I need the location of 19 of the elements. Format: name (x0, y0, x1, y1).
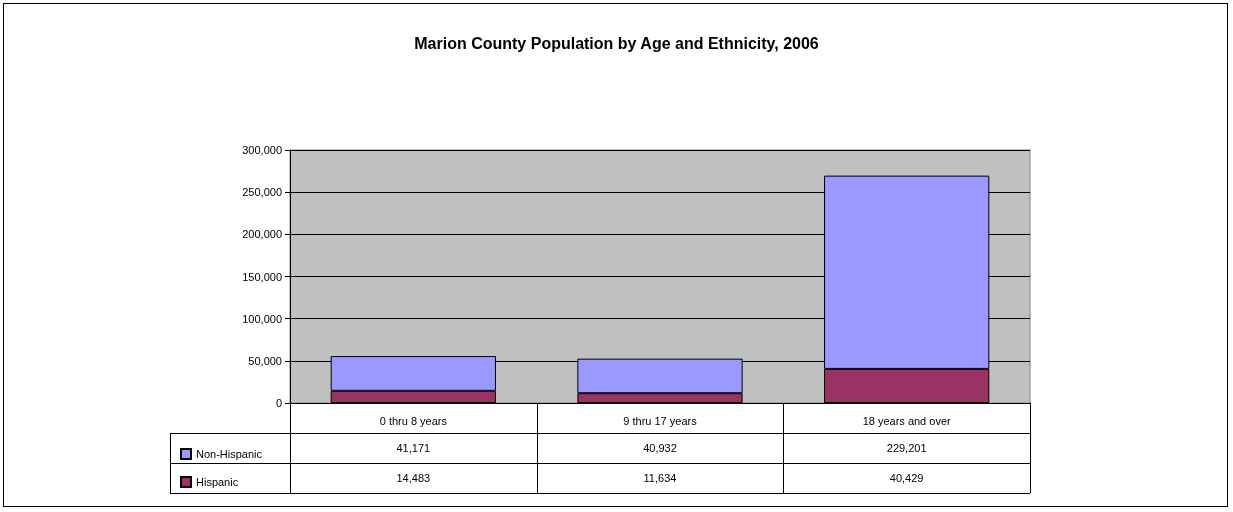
y-tick-label: 150,000 (242, 270, 282, 283)
y-tick-label: 50,000 (248, 354, 282, 367)
y-tick-label: 300,000 (242, 144, 282, 156)
data-label: 41,171 (395, 441, 432, 456)
x-tick-label: 18 years and over (862, 414, 952, 427)
data-label: 14,483 (395, 471, 432, 486)
data-label: 40,429 (888, 471, 925, 486)
y-tick-label: 100,000 (242, 312, 282, 325)
data-label: 11,634 (642, 471, 678, 486)
y-tick-label: 250,000 (242, 186, 282, 199)
y-tick-label: 0 (275, 397, 282, 409)
legend-label: Non-Hispanic (196, 448, 263, 460)
legend-label: Hispanic (196, 476, 239, 488)
data-label: 40,932 (642, 441, 678, 456)
y-tick-label: 200,000 (242, 228, 282, 241)
x-tick-label: 9 thru 17 years (623, 414, 698, 427)
x-tick-label: 0 thru 8 years (379, 414, 448, 427)
chart-title: Marion County Population by Age and Ethnicity, 2006 (414, 34, 819, 52)
data-label: 229,201 (885, 441, 928, 456)
